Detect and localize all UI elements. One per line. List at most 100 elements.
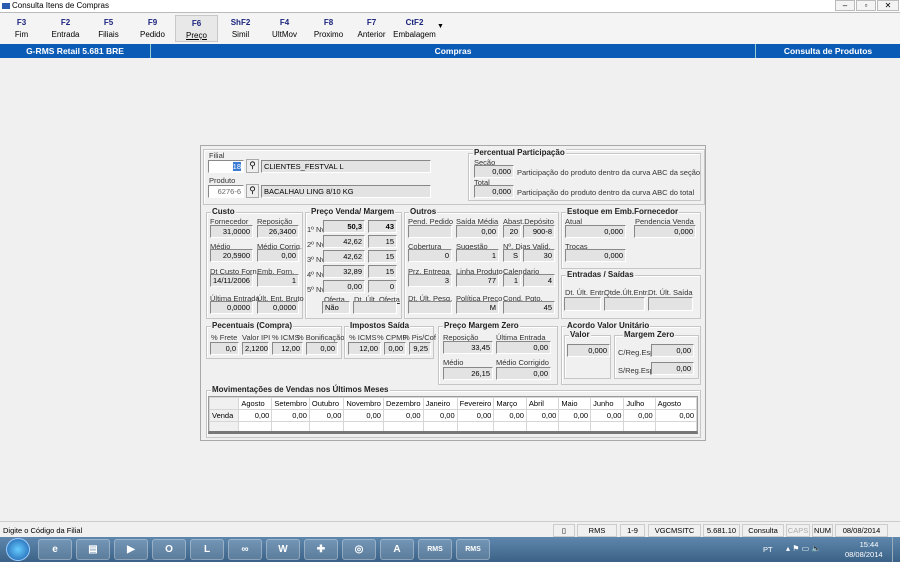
network-icon[interactable]: ◎ [342, 539, 376, 560]
app-icon[interactable]: ∞ [228, 539, 262, 560]
rms-icon[interactable]: RMS [456, 539, 490, 560]
custo-ult-entrada: 0,0000 [210, 301, 253, 314]
venda-value: 0,00 [456, 409, 495, 422]
filiais-button[interactable]: F5 Filiais [98, 18, 119, 39]
filial-input[interactable]: 18 [208, 160, 244, 173]
filial-label: Filial [209, 151, 225, 160]
empty-cell [654, 421, 697, 431]
outlook-icon[interactable]: O [152, 539, 186, 560]
produto-input[interactable]: 6276-6 [208, 185, 244, 198]
custo-medio-corrig: 0,00 [257, 249, 299, 262]
label: Médio Corrig. [257, 242, 303, 251]
anterior-button[interactable]: F7 Anterior [357, 18, 386, 39]
month-header: Novembro [343, 397, 384, 410]
show-desktop-button[interactable] [892, 537, 900, 562]
label: Cobertura [408, 242, 442, 251]
explorer-icon[interactable]: ▤ [76, 539, 110, 560]
total-field: 0,000 [474, 185, 514, 198]
venda-value: 0,00 [343, 409, 384, 422]
embalagem-button[interactable]: CtF2 Embalagem [393, 18, 436, 39]
word-icon[interactable]: W [266, 539, 300, 560]
ultmov-button[interactable]: F4 UltMov [272, 18, 297, 39]
custo-medio: 20,5900 [210, 249, 253, 262]
proximo-button[interactable]: F8 Proximo [313, 18, 344, 39]
label: Prz. Entrega [408, 267, 450, 276]
estoque-atual: 0,000 [565, 225, 626, 238]
chevron-down-icon[interactable]: ▼ [437, 23, 444, 30]
fim-button[interactable]: F3 Fim [14, 18, 29, 39]
label: % CPMF [377, 333, 407, 342]
month-header: Junho [590, 397, 625, 410]
row-label: Venda [209, 409, 240, 422]
empty-cell [308, 421, 345, 431]
tray-icons[interactable]: ▴ ⚑ ▭ 🔈 [786, 544, 822, 553]
table-row [209, 421, 697, 431]
custo-fornecedor: 31,0000 [210, 225, 253, 238]
estoque-pendencia: 0,000 [634, 225, 696, 238]
label: Sugestão [456, 242, 488, 251]
margem-nv4: 15 [368, 265, 397, 278]
app-icon [2, 3, 10, 9]
empty-cell [422, 421, 458, 431]
label: 5º Nv [307, 285, 326, 294]
label: Dt. Últ. Pesq. [408, 294, 453, 303]
media-icon[interactable]: ▶ [114, 539, 148, 560]
cobertura: 0 [408, 249, 452, 262]
label: Cond. Pgto. [503, 294, 543, 303]
label: Oferta [324, 295, 345, 304]
lync-icon[interactable]: L [190, 539, 224, 560]
label: Pendencia Venda [635, 217, 694, 226]
clipboard-icon[interactable]: ▯ [553, 524, 575, 537]
venda-value: 0,00 [308, 409, 345, 422]
prz-entrega: 3 [408, 274, 452, 287]
venda-value: 0,00 [382, 409, 424, 422]
language-indicator[interactable]: PT [763, 545, 773, 554]
qtde-ult-entr [604, 297, 645, 311]
custo-reposicao: 26,3400 [257, 225, 299, 238]
empty-cell [590, 421, 625, 431]
rms-icon[interactable]: RMS [418, 539, 452, 560]
venda-value: 0,00 [558, 409, 592, 422]
empty-cell [623, 421, 656, 431]
acordo-sreg: 0,00 [651, 362, 694, 375]
secao-field: 0,000 [474, 165, 514, 178]
label: Reposição [443, 333, 479, 342]
perc-ipi: 2,1200 [242, 342, 269, 355]
simil-button[interactable]: ShF2 Simil [230, 18, 251, 39]
clock-date[interactable]: 08/08/2014 [845, 550, 883, 559]
oferta-field: Não [322, 301, 350, 314]
label: S/Reg.Esp [618, 366, 654, 375]
entrada-button[interactable]: F2 Entrada [51, 18, 80, 39]
close-button[interactable]: ✕ [877, 0, 899, 11]
secao-label: Seção [474, 158, 496, 167]
preco-button[interactable]: F6 Preço [175, 15, 218, 42]
acordo-group: Acordo Valor Unitário [561, 321, 701, 385]
maximize-button[interactable]: ▫ [856, 0, 876, 11]
table-row[interactable]: Venda 0,00 0,00 0,00 0,00 0,00 0,00 0,00 0,00 0,0… [209, 409, 697, 422]
status-bar: Digite o Código da Filial ▯ RMS 1-9 VGCM… [0, 521, 900, 537]
start-button[interactable] [6, 538, 30, 561]
clock-time[interactable]: 15:44 [859, 540, 879, 549]
month-header: Agosto [654, 397, 697, 410]
movimentacoes-table[interactable]: Agosto Setembro Outubro Novembro Dezembro Jan… [208, 396, 698, 434]
margem-nv2: 15 [368, 235, 397, 248]
pdf-icon[interactable]: A [380, 539, 414, 560]
venda-value: 0,00 [623, 409, 656, 422]
ie-icon[interactable]: e [38, 539, 72, 560]
total-label: Total [474, 178, 490, 187]
estoque-trocas: 0,000 [565, 249, 626, 262]
acordo-valor: 0,000 [567, 344, 610, 357]
month-header: Fevereiro [456, 397, 495, 410]
mz-medio: 26,15 [443, 367, 493, 380]
medical-icon[interactable]: ✚ [304, 539, 338, 560]
label: C/Reg.Esp [618, 348, 655, 357]
status-caps: CAPS [786, 524, 810, 537]
binoculars-icon[interactable]: ⚲ [246, 184, 259, 198]
label: Saída Média [456, 217, 499, 226]
pedido-button[interactable]: F9 Pedido [140, 18, 165, 39]
perc-frete: 0,0 [210, 342, 239, 355]
mz-medio-corrig: 0,00 [496, 367, 551, 380]
minimize-button[interactable]: – [835, 0, 855, 11]
label: Política Preço [456, 294, 503, 303]
binoculars-icon[interactable]: ⚲ [246, 159, 259, 173]
